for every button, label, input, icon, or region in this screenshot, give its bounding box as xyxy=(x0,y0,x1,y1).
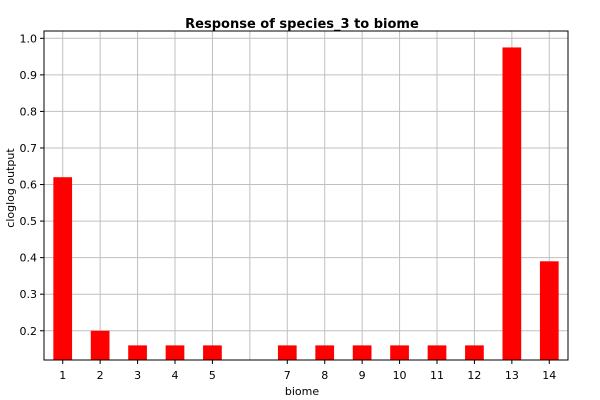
chart-title: Response of species_3 to biome xyxy=(185,17,419,32)
bar xyxy=(90,330,110,360)
x-tick-label: 8 xyxy=(321,369,328,382)
bar xyxy=(427,345,447,360)
x-tick-label: 9 xyxy=(359,369,366,382)
bar xyxy=(203,345,222,360)
x-tick-label: 4 xyxy=(172,369,179,382)
bar xyxy=(53,177,73,360)
y-tick-label: 0.6 xyxy=(20,179,38,192)
plot-frame xyxy=(43,30,569,361)
bar xyxy=(502,47,522,360)
x-tick-label: 14 xyxy=(542,369,556,382)
bar xyxy=(315,345,335,360)
y-axis-ticks: 0.2 0.3 0.4 0.5 0.6 0.7 0.8 0.9 1.0 xyxy=(20,32,44,338)
x-tick-label: 11 xyxy=(430,369,444,382)
bar xyxy=(277,345,297,360)
y-tick-label: 0.8 xyxy=(20,105,38,118)
x-tick-label: 10 xyxy=(393,369,407,382)
bar xyxy=(465,345,484,360)
y-tick-label: 1.0 xyxy=(20,32,38,45)
bar xyxy=(352,345,372,360)
bar xyxy=(539,261,559,360)
bars xyxy=(53,47,559,360)
bar xyxy=(390,345,409,360)
y-axis-label: cloglog output xyxy=(4,148,17,228)
y-tick-label: 0.3 xyxy=(20,288,38,301)
x-tick-label: 1 xyxy=(59,369,66,382)
y-tick-label: 0.9 xyxy=(20,69,38,82)
bar xyxy=(128,345,147,360)
x-tick-label: 5 xyxy=(209,369,216,382)
x-axis-label: biome xyxy=(285,385,319,398)
y-tick-label: 0.4 xyxy=(20,252,38,265)
x-tick-label: 12 xyxy=(467,369,481,382)
x-tick-label: 13 xyxy=(505,369,519,382)
x-axis-ticks: 1 2 3 4 5 7 8 9 10 11 12 13 14 xyxy=(59,360,556,382)
x-tick-label: 2 xyxy=(97,369,104,382)
grid xyxy=(44,31,568,360)
x-tick-label: 3 xyxy=(134,369,141,382)
bar xyxy=(165,345,185,360)
y-tick-label: 0.2 xyxy=(20,325,38,338)
x-tick-label: 7 xyxy=(284,369,291,382)
y-tick-label: 0.7 xyxy=(20,142,38,155)
y-tick-label: 0.5 xyxy=(20,215,38,228)
